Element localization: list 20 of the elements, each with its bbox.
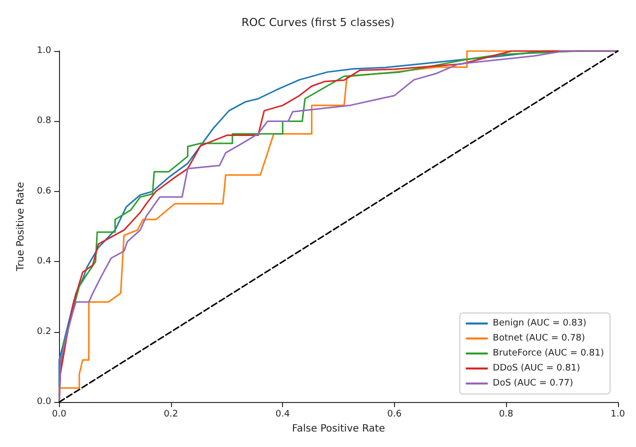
x-tick-label: 1.0 [610,410,626,420]
x-tick-label: 0.0 [52,410,67,420]
x-tick-label: 0.6 [387,410,402,420]
y-tick-label: 0.2 [36,326,52,337]
y-tick-label: 0.0 [36,397,52,408]
legend-label: BruteForce (AUC = 0.81) [492,348,604,358]
y-tick-label: 0.6 [36,186,52,196]
y-tick-label: 0.8 [36,116,52,126]
x-axis-title: False Positive Rate [292,424,386,434]
y-axis-title: True Positive Rate [16,182,26,272]
legend-label: DDoS (AUC = 0.81) [492,364,580,374]
x-tick-label: 0.2 [164,410,178,420]
x-tick-label: 0.4 [276,410,290,420]
legend-label: Benign (AUC = 0.83) [492,318,586,328]
y-tick-label: 1.0 [36,46,52,56]
legend-label: Botnet (AUC = 0.78) [492,334,585,344]
y-tick-label: 0.4 [36,256,52,267]
x-tick-label: 0.8 [498,410,514,420]
legend-label: DoS (AUC = 0.77) [492,378,574,388]
chart-title: ROC Curves (first 5 classes) [241,16,395,29]
